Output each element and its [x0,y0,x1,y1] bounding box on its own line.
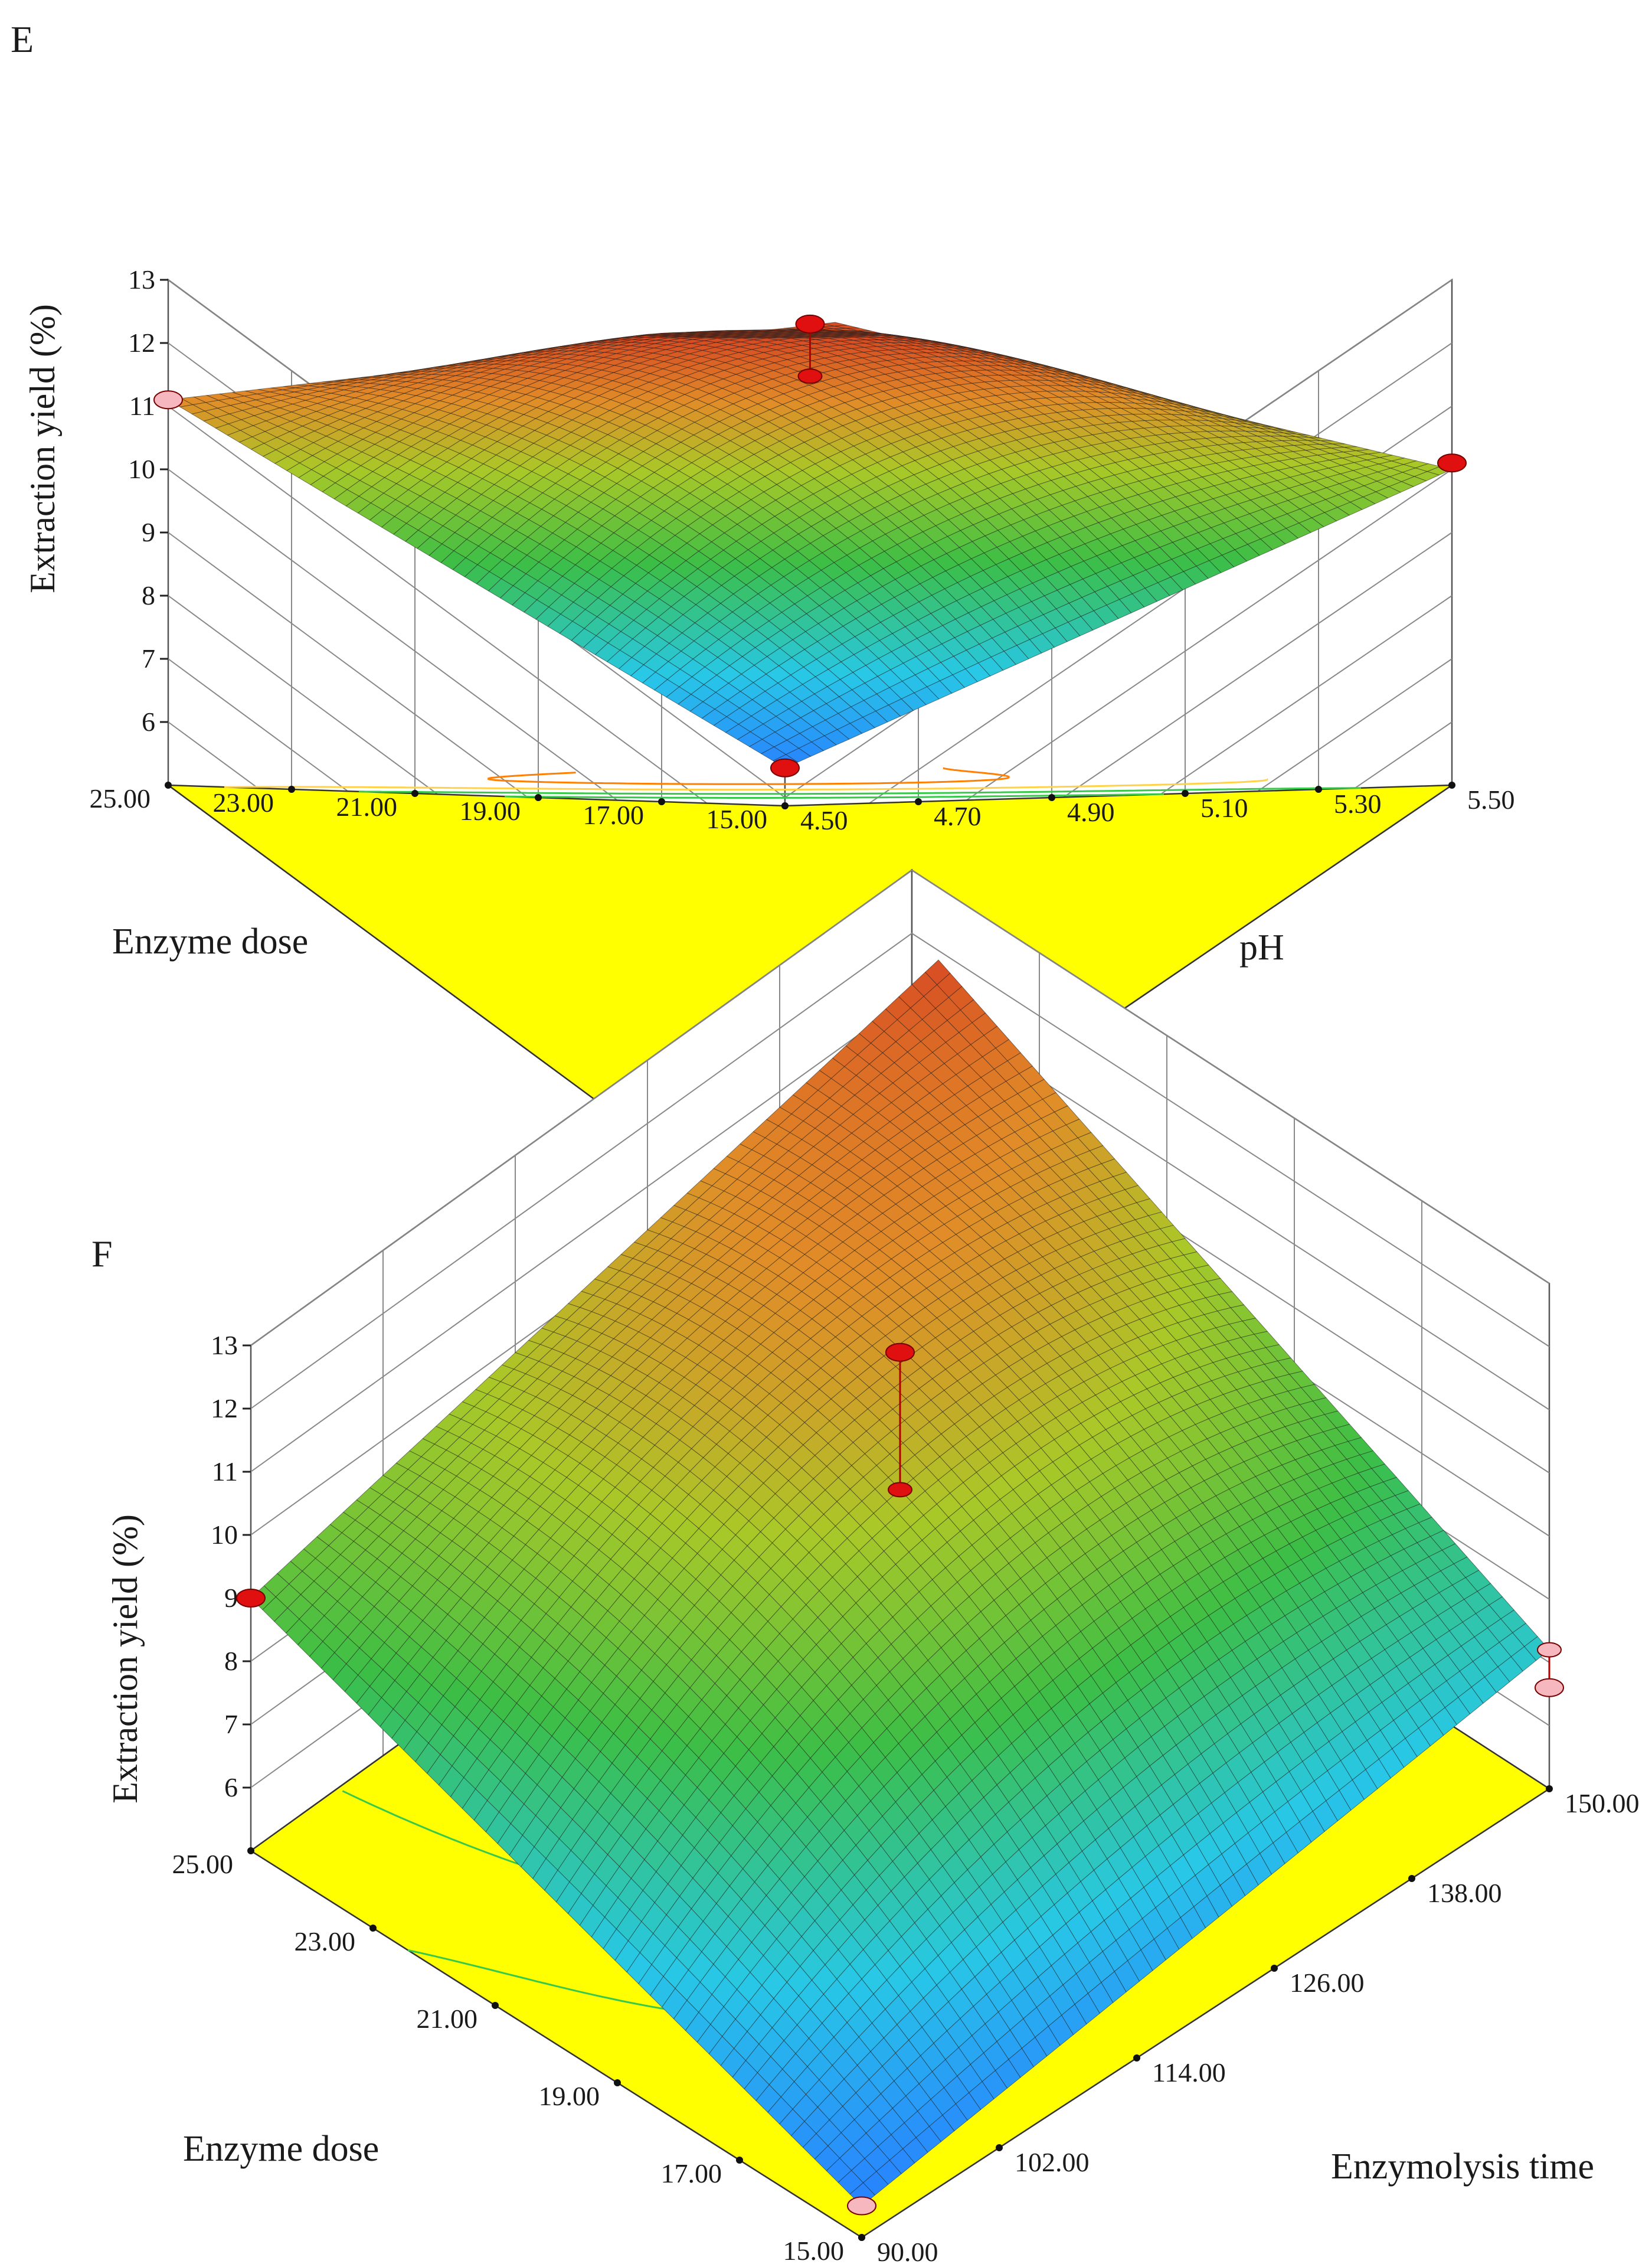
y-tick-label: 90.00 [877,2237,938,2264]
y-tick-label: 4.50 [800,805,848,835]
design-point-marker [236,1589,266,1608]
y-tick-label: 5.30 [1334,789,1382,819]
x-axis-title: Enzyme dose [112,922,308,962]
x-tick-label: 19.00 [460,796,521,826]
panel-letter: E [11,18,34,60]
x-tick-label: 19.00 [539,2081,600,2111]
y-axis-title: pH [1239,927,1284,968]
z-axis: 6 7 8 9 10 11 12 13 Extraction yield (%) [106,1330,251,1804]
y-tick-label: 150.00 [1565,1788,1640,1818]
x-tick-label: 21.00 [417,2004,478,2034]
x-axis-title: Enzyme dose [183,2129,379,2169]
z-tick-label: 13 [211,1330,238,1360]
x-tick-label: 25.00 [172,1849,234,1879]
z-tick-label: 12 [128,328,155,358]
design-point-marker [847,2196,876,2216]
response-surface [167,322,1453,769]
z-tick-label: 10 [211,1520,238,1550]
z-tick-label: 8 [224,1646,238,1676]
floor-contours [224,767,1361,799]
design-point-stem-marker [797,368,823,384]
x-tick-label: 23.00 [295,1926,356,1956]
x-tick-label: 15.00 [783,2236,845,2264]
design-point-marker [795,314,825,334]
design-points [153,314,1467,777]
z-tick-label: 10 [128,454,155,484]
x-axis: 15.00 17.00 19.00 21.00 23.00 25.00 Enzyme dos… [90,782,789,962]
x-tick-label: 17.00 [661,2158,722,2188]
design-point-marker [885,1342,915,1362]
y-axis: 90.00 102.00 114.00 126.00 138.00 150.00 Enzym… [858,1785,1640,2264]
z-tick-label: 12 [211,1393,238,1423]
z-tick-label: 7 [142,643,155,674]
z-axis-title: Extraction yield (%) [23,304,62,593]
z-tick-label: 6 [142,707,155,737]
y-tick-label: 5.50 [1467,785,1515,815]
design-points [236,1342,1564,2216]
z-tick-label: 9 [142,517,155,547]
z-tick-label: 6 [224,1772,238,1802]
design-point-marker [1437,453,1467,473]
y-tick-label: 4.70 [934,801,982,831]
y-tick-label: 4.90 [1067,797,1115,827]
panel-f: F 6 7 8 9 10 11 12 13 Extraction yield (%) 15.00 17… [91,868,1640,2264]
panel-letter: F [91,1233,113,1275]
z-axis: 6 7 8 9 10 11 12 13 Extraction yield (%) [23,264,168,737]
design-point-stem-marker [888,1482,912,1498]
z-tick-label: 8 [142,580,155,610]
z-tick-label: 9 [224,1583,238,1613]
x-tick-label: 23.00 [213,788,274,818]
z-tick-label: 7 [224,1709,238,1739]
design-point-marker [153,390,183,410]
design-point-marker [770,758,800,777]
design-point-stem-marker [1537,1642,1562,1658]
y-axis: 4.50 4.70 4.90 5.10 5.30 5.50 pH [781,782,1515,968]
z-tick-label: 11 [212,1456,238,1487]
y-tick-label: 126.00 [1290,1968,1365,1998]
y-tick-label: 5.10 [1200,793,1248,823]
x-axis: 15.00 17.00 19.00 21.00 23.00 25.00 Enzyme dos… [172,1847,865,2264]
z-tick-label: 13 [128,264,155,295]
y-tick-label: 114.00 [1152,2057,1226,2087]
x-tick-label: 25.00 [90,783,151,814]
y-tick-label: 138.00 [1427,1878,1502,1908]
y-axis-title: Enzymolysis time [1331,2147,1594,2187]
z-tick-label: 11 [129,391,155,421]
x-tick-label: 21.00 [336,792,398,822]
response-surface [250,959,1550,2207]
y-tick-label: 102.00 [1015,2147,1090,2177]
z-axis-title: Extraction yield (%) [106,1514,145,1804]
x-tick-label: 17.00 [583,800,645,830]
design-point-marker [1535,1678,1564,1697]
x-tick-label: 15.00 [706,804,768,834]
